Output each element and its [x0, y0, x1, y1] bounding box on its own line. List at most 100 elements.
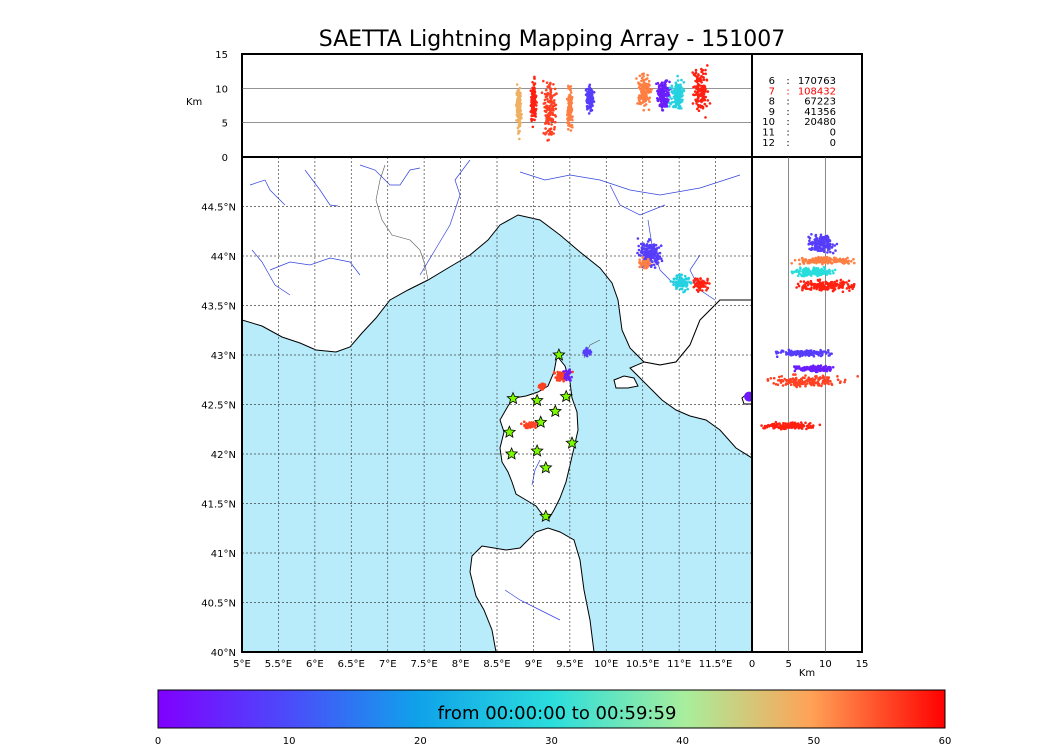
lightning-source-point — [548, 118, 552, 122]
lightning-source-point — [802, 268, 805, 272]
map-y-tick-label: 43°N — [211, 351, 236, 362]
lightning-source-point — [523, 424, 526, 428]
lightning-source-point — [815, 352, 818, 356]
lightning-source-point — [810, 233, 813, 236]
lightning-source-point — [810, 274, 813, 277]
source-count-table: 6:1707637:1084328:672239:4135610:2048011… — [762, 76, 836, 149]
count-row-stations: 7 — [769, 86, 775, 97]
lightning-source-point — [822, 242, 826, 246]
lightning-source-point — [677, 105, 681, 109]
lightning-source-point — [589, 105, 593, 109]
altitude-lightning-cluster — [635, 72, 653, 112]
lightning-source-point — [706, 277, 709, 281]
lightning-source-point — [647, 98, 650, 101]
lightning-source-point — [708, 102, 712, 105]
lightning-source-point — [635, 77, 638, 80]
lightning-source-point — [820, 282, 823, 286]
altitude-lightning-cluster — [668, 74, 686, 110]
lightning-source-point — [843, 380, 846, 384]
lightning-source-point — [588, 86, 592, 90]
lightning-source-point — [643, 87, 646, 91]
lightning-source-point — [557, 379, 561, 382]
lightning-source-point — [674, 82, 678, 86]
lightning-source-point — [803, 367, 807, 371]
lightning-source-point — [671, 87, 674, 90]
lightning-source-point — [683, 290, 686, 293]
lma-station-star — [504, 446, 519, 460]
lightning-source-point — [790, 353, 793, 357]
lightning-source-point — [838, 381, 842, 385]
map-y-ticks: 40°N 40.5°N 41°N 41.5°N 42°N 42.5°N 43°N 43.5°N… — [201, 203, 236, 660]
colorbar-tick-label: 40 — [676, 736, 689, 747]
lightning-source-point — [644, 82, 647, 85]
lightning-source-point — [671, 280, 675, 284]
lightning-source-point — [840, 281, 844, 284]
lightning-source-point — [586, 107, 589, 111]
lightning-source-point — [694, 68, 698, 72]
lightning-source-point — [796, 352, 800, 356]
lightning-source-point — [656, 261, 660, 264]
lightning-source-point — [823, 287, 827, 290]
lightning-source-point — [702, 78, 706, 82]
lightning-source-point — [517, 132, 520, 135]
lightning-source-point — [639, 83, 643, 86]
altitude-scatter — [515, 64, 712, 142]
lightning-source-point — [566, 121, 569, 125]
lightning-source-point — [815, 237, 819, 240]
lightning-source-point — [706, 90, 710, 93]
lightning-source-point — [830, 261, 834, 265]
lightning-source-point — [516, 105, 520, 108]
lightning-source-point — [640, 263, 643, 267]
lightning-source-point — [585, 351, 589, 355]
lightning-source-point — [642, 72, 645, 75]
lightning-source-point — [532, 96, 536, 99]
lightning-source-point — [798, 262, 802, 266]
lightning-source-point — [516, 118, 520, 122]
lightning-source-point — [818, 423, 822, 427]
lightning-source-point — [676, 88, 680, 92]
lightning-source-point — [699, 99, 702, 103]
lightning-source-point — [825, 369, 829, 373]
lightning-source-point — [584, 353, 587, 357]
lightning-source-point — [585, 105, 589, 108]
lightning-source-point — [772, 376, 776, 380]
lightning-source-point — [790, 262, 793, 265]
lightning-source-point — [831, 285, 834, 289]
lightning-source-point — [823, 378, 827, 382]
lightning-source-point — [567, 107, 570, 110]
lightning-source-point — [569, 129, 573, 132]
lightning-source-point — [817, 377, 820, 380]
lightning-source-point — [704, 116, 707, 119]
count-row-value: 41356 — [804, 107, 836, 118]
lightning-source-point — [666, 94, 669, 98]
lightning-source-point — [706, 64, 709, 67]
lightning-source-point — [566, 113, 569, 116]
lightning-source-point — [558, 373, 562, 376]
lightning-source-point — [668, 95, 672, 99]
map-lightning-cluster — [537, 382, 547, 391]
source-count-panel: 6:1707637:1084328:672239:4135610:2048011… — [751, 53, 863, 158]
map-x-tick-label: 5°E — [233, 659, 251, 670]
count-row-value: 0 — [830, 128, 836, 139]
lightning-source-point — [651, 250, 655, 254]
lightning-source-point — [780, 375, 783, 378]
lightning-source-point — [808, 239, 811, 243]
lightning-source-point — [530, 425, 534, 428]
side-lightning-cluster — [790, 255, 856, 266]
lightning-source-point — [849, 285, 853, 289]
lightning-source-point — [670, 97, 673, 101]
lightning-source-point — [553, 125, 556, 129]
lightning-source-point — [809, 424, 813, 428]
lightning-source-point — [642, 108, 645, 112]
lightning-source-point — [826, 366, 830, 370]
count-row-stations: 12 — [762, 138, 775, 149]
lightning-source-point — [820, 269, 823, 273]
lightning-source-point — [833, 244, 836, 247]
lightning-source-point — [642, 242, 645, 246]
lightning-source-point — [784, 383, 788, 386]
lightning-source-point — [706, 99, 710, 102]
colorbar-tick-label: 10 — [283, 736, 296, 747]
lightning-source-point — [773, 426, 776, 429]
lightning-source-point — [800, 273, 803, 277]
lightning-source-point — [679, 281, 683, 285]
